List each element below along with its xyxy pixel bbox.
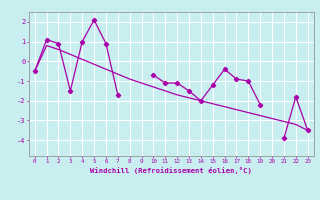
X-axis label: Windchill (Refroidissement éolien,°C): Windchill (Refroidissement éolien,°C) [90, 167, 252, 174]
